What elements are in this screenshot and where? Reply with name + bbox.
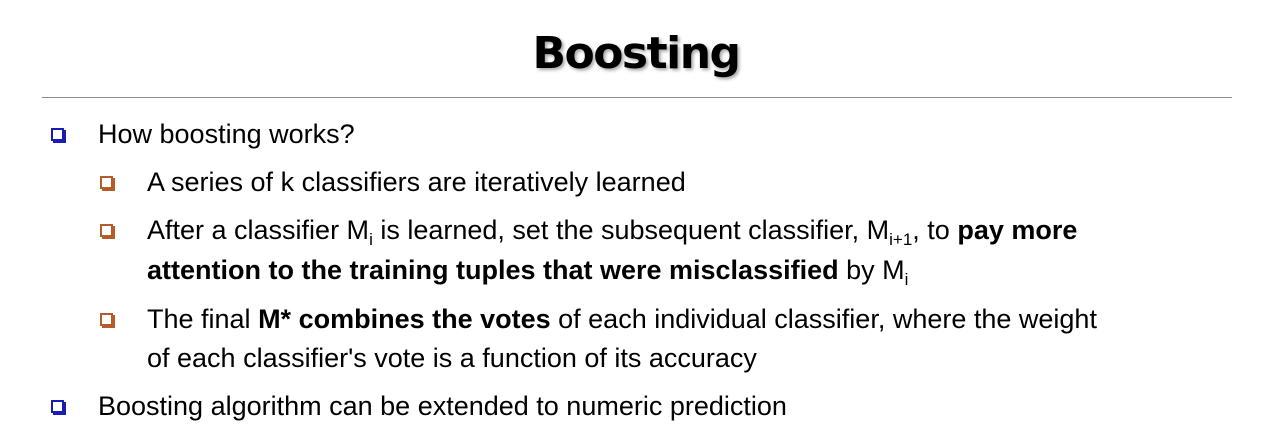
- bullet-after-classifier-learned-line2: attention to the training tuples that we…: [147, 251, 908, 290]
- bullet-after-classifier-learned: After a classifier Mi is learned, set th…: [147, 211, 1077, 250]
- subscript-i: i: [369, 230, 373, 249]
- bullet-numeric-prediction: Boosting algorithm can be extended to nu…: [98, 387, 787, 426]
- slide-title: Boosting: [532, 28, 741, 79]
- bullet-final-combines-votes: The final M* combines the votes of each …: [147, 300, 1097, 339]
- bullet-how-boosting-works: How boosting works?: [98, 115, 355, 154]
- square-bullet-icon: [100, 176, 113, 189]
- text-segment: of each classifier's vote is a function …: [147, 343, 757, 373]
- bold-phrase: pay more: [957, 215, 1078, 245]
- text-segment: is learned, set the subsequent classifie…: [372, 215, 890, 245]
- title-divider: [42, 97, 1232, 98]
- bold-phrase: M* combines the votes: [258, 304, 551, 334]
- square-bullet-icon: [51, 128, 64, 141]
- text-segment: , to: [912, 215, 958, 245]
- square-bullet-icon: [100, 313, 113, 326]
- bullet-series-of-classifiers: A series of k classifiers are iterativel…: [147, 163, 686, 202]
- subscript-i-plus-1: i+1: [889, 230, 913, 249]
- bullet-text: How boosting works?: [98, 119, 355, 149]
- text-segment: of each individual classifier, where the…: [550, 304, 1097, 334]
- text-segment: by M: [838, 255, 905, 285]
- square-bullet-icon: [100, 224, 113, 237]
- subscript-i: i: [904, 270, 909, 289]
- bullet-text: Boosting algorithm can be extended to nu…: [98, 391, 787, 421]
- bullet-final-combines-votes-line2: of each classifier's vote is a function …: [147, 339, 757, 378]
- bullet-text: A series of k classifiers are iterativel…: [147, 167, 686, 197]
- text-segment: After a classifier M: [147, 215, 370, 245]
- square-bullet-icon: [51, 400, 64, 413]
- text-segment: The final: [147, 304, 259, 334]
- bold-phrase: attention to the training tuples that we…: [147, 255, 839, 285]
